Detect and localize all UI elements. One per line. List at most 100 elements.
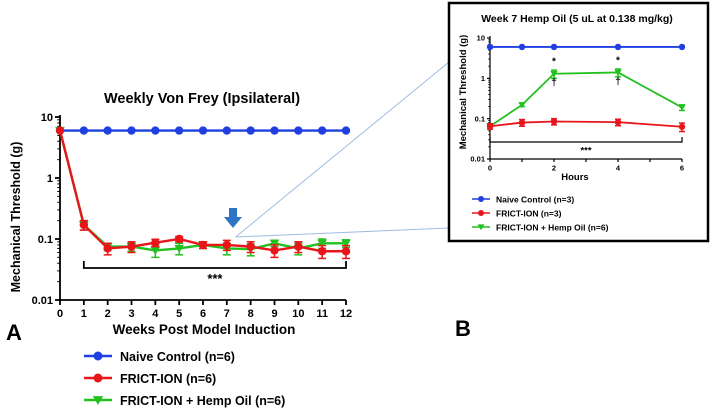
a-naive-point [174, 126, 184, 135]
a-naive-point [222, 126, 232, 135]
b-x-tick-label: 2 [552, 164, 556, 173]
b-significance-dagger: † [615, 76, 621, 87]
arrow-shaft [229, 208, 237, 218]
a-frict-point [317, 247, 327, 256]
a-significance-bracket [82, 261, 347, 269]
a-frict-point [103, 244, 112, 253]
a-frict-point [341, 247, 351, 256]
panel-b-ylabel: Mechanical Threshold (g) [458, 35, 469, 150]
arrow-head [224, 217, 242, 228]
a-frict-point [151, 238, 160, 247]
a-x-tick-label: 10 [292, 308, 304, 320]
panel-a-xlabel: Weeks Post Model Induction [113, 322, 296, 337]
b-naive-point [678, 43, 686, 51]
b-frict-point [486, 123, 494, 130]
a-x-tick-label: 6 [200, 308, 206, 320]
a-naive-point [270, 126, 279, 135]
inset-legend-hemp-marker [477, 224, 485, 231]
b-y-tick-label: 1 [481, 74, 485, 83]
a-frict-point [294, 242, 303, 251]
a-hemp-line [58, 130, 346, 252]
b-naive-point [518, 43, 526, 51]
b-significance-star: * [616, 55, 620, 66]
b-significance-label: *** [580, 146, 591, 157]
b-frict-point [678, 123, 686, 130]
b-frict-point [518, 119, 526, 126]
panel-a-title: Weekly Von Frey (Ipsilateral) [104, 91, 300, 107]
a-x-tick-label: 9 [271, 308, 277, 320]
a-naive-point [103, 126, 112, 135]
a-naive-point [79, 126, 89, 135]
a-x-tick-label: 11 [316, 308, 328, 320]
legend: Naive Control (n=6) FRICT-ION (n=6) FRICT-… [84, 350, 285, 408]
a-frict-point [270, 246, 279, 255]
legend-naive-label: Naive Control (n=6) [120, 350, 235, 364]
a-x-tick-label: 5 [176, 308, 182, 320]
b-significance-bracket [489, 137, 683, 143]
a-y-tick-label: 1 [47, 173, 53, 185]
b-y-tick-label: 0.01 [470, 155, 485, 164]
zoom-connector-bottom [235, 227, 450, 238]
b-significance-star: * [552, 57, 556, 68]
a-naive-point [341, 126, 351, 135]
inset-legend: Naive Control (n=3) FRICT-ION (n=3) FRICT-… [472, 195, 609, 233]
a-frict-point [246, 242, 255, 251]
a-frict-point [198, 240, 208, 250]
legend-hemp-marker [92, 396, 104, 405]
a-x-tick-label: 0 [57, 308, 63, 320]
a-y-tick-label: 0.01 [32, 295, 53, 307]
a-naive-point [294, 126, 303, 135]
a-x-tick-label: 2 [105, 308, 111, 320]
a-naive-point [151, 126, 160, 135]
panel-a-ylabel: Mechanical Threshold (g) [9, 142, 23, 293]
inset-legend-naive-label: Naive Control (n=3) [496, 195, 574, 205]
legend-naive-marker [93, 351, 103, 361]
b-hemp-point [550, 70, 558, 78]
a-x-tick-label: 7 [224, 308, 230, 320]
a-hemp-point [269, 239, 280, 248]
panel-label-a: A [6, 320, 22, 345]
inset-legend-frict-marker [478, 210, 484, 216]
a-naive-point [317, 126, 327, 135]
a-x-tick-label: 12 [340, 308, 352, 320]
b-hemp-point [518, 102, 526, 109]
b-x-tick-label: 0 [488, 164, 492, 173]
a-x-tick-label: 4 [152, 308, 159, 320]
a-frict-point [127, 242, 136, 251]
week-7-arrow [224, 208, 242, 228]
a-x-tick-label: 3 [128, 308, 134, 320]
legend-hemp-label: FRICT-ION + Hemp Oil (n=6) [120, 394, 285, 408]
inset-legend-naive-marker [478, 196, 484, 202]
a-y-tick-label: 10 [41, 112, 53, 124]
legend-frict-marker [93, 373, 103, 383]
a-naive-point [127, 126, 136, 135]
panel-label-b: B [455, 316, 471, 341]
a-x-tick-label: 1 [81, 308, 87, 320]
b-naive-point [486, 43, 494, 51]
panel-b-inset: Week 7 Hemp Oil (5 uL at 0.138 mg/kg) Me… [447, 1, 710, 243]
a-naive-point [198, 126, 208, 135]
a-hemp-point [341, 239, 351, 248]
b-hemp-point [614, 69, 622, 76]
a-frict-point [55, 126, 65, 135]
inset-legend-hemp-label: FRICT-ION + Hemp Oil (n=6) [496, 223, 609, 233]
a-y-tick-label: 0.1 [38, 234, 53, 246]
zoom-connector-top [235, 61, 450, 238]
a-frict-line [58, 130, 346, 253]
b-hemp-point [678, 104, 686, 111]
a-frict-point [79, 220, 89, 230]
a-frict-point [222, 240, 232, 250]
a-significance-label: *** [207, 271, 223, 286]
b-naive-point [550, 43, 558, 51]
b-x-tick-label: 4 [616, 164, 621, 173]
b-frict-point [614, 118, 622, 126]
a-x-tick-label: 8 [248, 308, 254, 320]
panel-b-xlabel: Hours [561, 172, 588, 183]
panel-a-chart: Weekly Von Frey (Ipsilateral) Mechanical… [9, 91, 352, 337]
a-naive-point [246, 126, 255, 135]
legend-frict-label: FRICT-ION (n=6) [120, 372, 216, 386]
b-naive-point [614, 43, 622, 51]
b-y-tick-label: 0.1 [475, 114, 485, 123]
b-frict-point [550, 118, 558, 125]
